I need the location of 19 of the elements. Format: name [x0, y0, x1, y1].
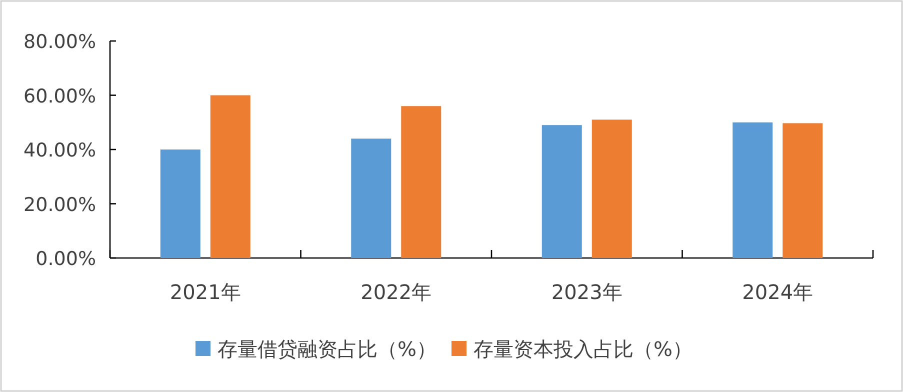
legend-label: 存量资本投入占比（%）: [474, 337, 693, 361]
x-tick-label: 2024年: [742, 280, 814, 304]
y-tick-label: 20.00%: [24, 194, 96, 216]
y-tick-label: 80.00%: [24, 31, 96, 53]
x-tick-label: 2023年: [551, 280, 622, 304]
bar: [210, 95, 250, 258]
bar: [542, 125, 582, 258]
bar: [160, 150, 200, 258]
x-tick-label: 2022年: [360, 280, 432, 304]
bar: [732, 122, 773, 258]
legend-label: 存量借贷融资占比（%）: [218, 337, 437, 361]
y-tick-label: 0.00%: [36, 248, 96, 270]
bar: [351, 138, 392, 258]
y-tick-label: 40.00%: [24, 140, 96, 162]
bar: [401, 106, 442, 258]
y-tick-label: 60.00%: [24, 85, 96, 108]
bar: [592, 120, 632, 258]
bar: [782, 123, 823, 258]
x-tick-label: 2021年: [170, 280, 241, 304]
